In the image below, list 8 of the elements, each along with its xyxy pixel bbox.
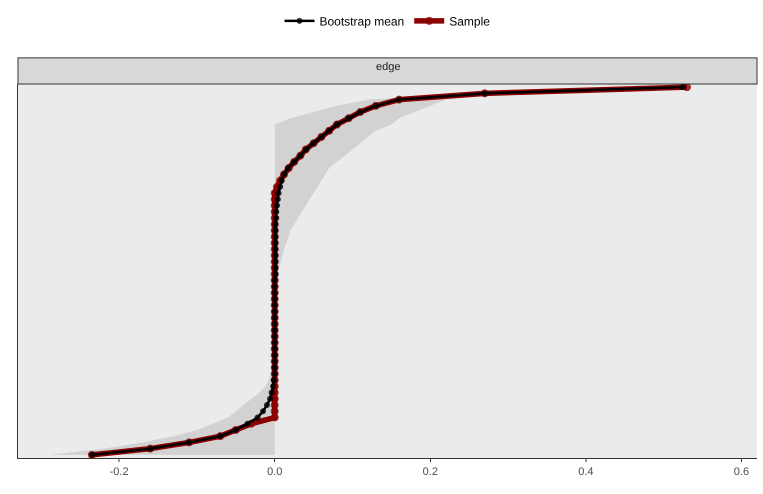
x-tick-label: 0.6: [734, 466, 750, 478]
legend-label: Sample: [449, 14, 490, 29]
x-tick-label: 0.2: [422, 466, 438, 478]
chart-title: edge: [376, 61, 400, 73]
x-tick-label: 0.0: [267, 466, 282, 478]
legend-label: Bootstrap mean: [320, 14, 404, 29]
x-tick-label: -0.2: [110, 466, 129, 478]
x-tick-label: 0.4: [578, 466, 594, 478]
